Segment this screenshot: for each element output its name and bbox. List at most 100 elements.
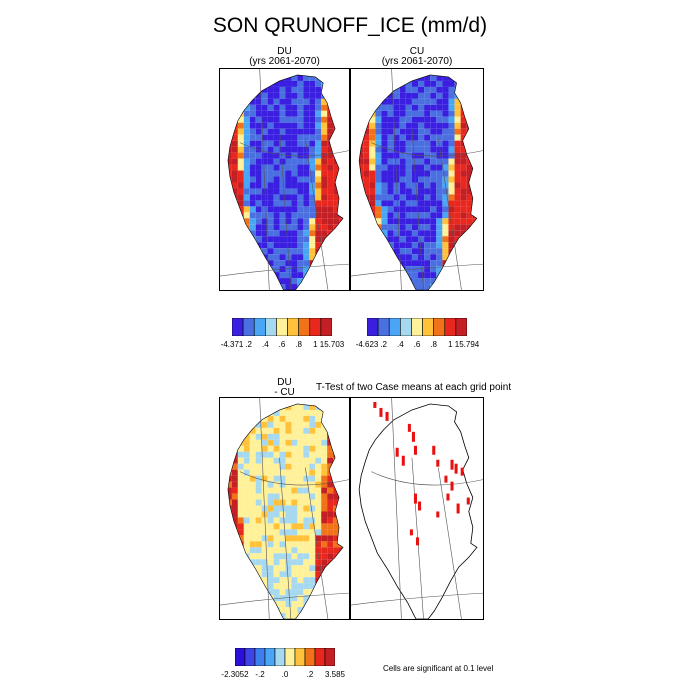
significant-cell [413, 493, 417, 504]
grid-cell [220, 194, 226, 200]
grid-cell [309, 487, 316, 494]
grid-cell [472, 152, 477, 159]
grid-cell [345, 272, 349, 278]
grid-cell [339, 158, 344, 165]
grid-cell [472, 176, 477, 183]
grid-cell [472, 182, 477, 189]
labelbar-labels: -4.623.2.4.6.8 1 15.794 [356, 340, 480, 350]
grid-cell [303, 182, 310, 189]
grid-cell [267, 236, 274, 243]
grid-cell [249, 182, 256, 189]
grid-cell [479, 284, 483, 290]
grid-cell [436, 134, 443, 141]
grid-cell [255, 152, 262, 159]
labelbar-box [253, 318, 266, 336]
grid-cell [237, 236, 244, 243]
grid-cell [273, 242, 280, 249]
grid-cell [418, 194, 425, 201]
grid-cell [411, 176, 419, 183]
grid-cell [472, 110, 477, 117]
grid-cell [231, 266, 238, 273]
grid-cell [220, 242, 226, 248]
grid-cell [261, 128, 268, 135]
grid-cell [339, 176, 344, 183]
grid-cell [333, 74, 340, 81]
grid-cell [291, 415, 298, 422]
grid-cell [303, 451, 310, 458]
grid-cell [227, 553, 232, 560]
grid-cell [231, 421, 238, 428]
grid-cell [249, 457, 256, 464]
shaded-field [220, 403, 349, 619]
grid-cell [279, 86, 286, 93]
grid-cell [303, 529, 310, 536]
grid-cell [261, 499, 268, 506]
grid-cell [273, 403, 280, 410]
grid-cell [387, 206, 394, 213]
grid-cell [220, 488, 226, 494]
grid-cell [279, 230, 286, 237]
grid-cell [261, 98, 268, 105]
grid-cell [339, 200, 344, 207]
grid-cell [303, 254, 310, 261]
grid-cell [472, 116, 477, 123]
grid-cell [261, 188, 268, 195]
grid-cell [363, 116, 370, 123]
grid-cell [393, 248, 400, 255]
grid-cell [220, 117, 226, 123]
grid-cell [227, 242, 232, 249]
grid-cell [399, 200, 406, 207]
grid-cell [231, 140, 238, 147]
grid-cell [381, 200, 388, 207]
grid-cell [309, 439, 316, 446]
grid-cell [267, 260, 274, 267]
grid-cell [424, 74, 431, 75]
grid-cell [442, 188, 449, 195]
grid-cell [220, 159, 226, 165]
grid-cell [405, 122, 412, 129]
grid-cell [351, 254, 357, 260]
grid-cell [297, 445, 304, 452]
grid-cell [291, 146, 298, 153]
grid-cell [399, 260, 406, 267]
grid-cell [454, 188, 461, 195]
grid-cell [345, 553, 349, 559]
grid-cell [399, 182, 406, 189]
grid-cell [220, 218, 226, 224]
grid-cell [454, 224, 461, 231]
labelbar-label: .8 [295, 340, 302, 349]
grid-cell [424, 278, 431, 285]
grid-cell [285, 230, 292, 237]
grid-cell [333, 547, 340, 554]
grid-cell [227, 427, 232, 434]
grid-cell [460, 128, 467, 135]
grid-cell [393, 200, 400, 207]
grid-cell [418, 212, 425, 219]
grid-cell [393, 122, 400, 129]
grid-cell [327, 583, 334, 590]
grid-cell [472, 248, 477, 255]
grid-cell [255, 134, 262, 141]
grid-cell [387, 98, 394, 105]
grid-cell [243, 529, 250, 536]
grid-cell [285, 445, 292, 452]
grid-cell [279, 475, 286, 482]
grid-cell [381, 182, 388, 189]
grid-cell [309, 613, 316, 619]
grid-cell [231, 583, 238, 590]
significant-cell [373, 401, 377, 408]
grid-cell [273, 589, 280, 596]
grid-cell [339, 128, 344, 135]
grid-cell [363, 248, 370, 255]
grid-cell [448, 110, 455, 117]
grid-cell [411, 92, 419, 99]
grid-cell [220, 529, 226, 535]
grid-cell [442, 98, 449, 105]
grid-cell [315, 200, 322, 207]
grid-cell [291, 188, 298, 195]
grid-cell [297, 571, 304, 578]
grid-cell [297, 236, 304, 243]
grid-cell [454, 266, 461, 273]
grid-cell [285, 613, 292, 619]
grid-cell [436, 110, 443, 117]
